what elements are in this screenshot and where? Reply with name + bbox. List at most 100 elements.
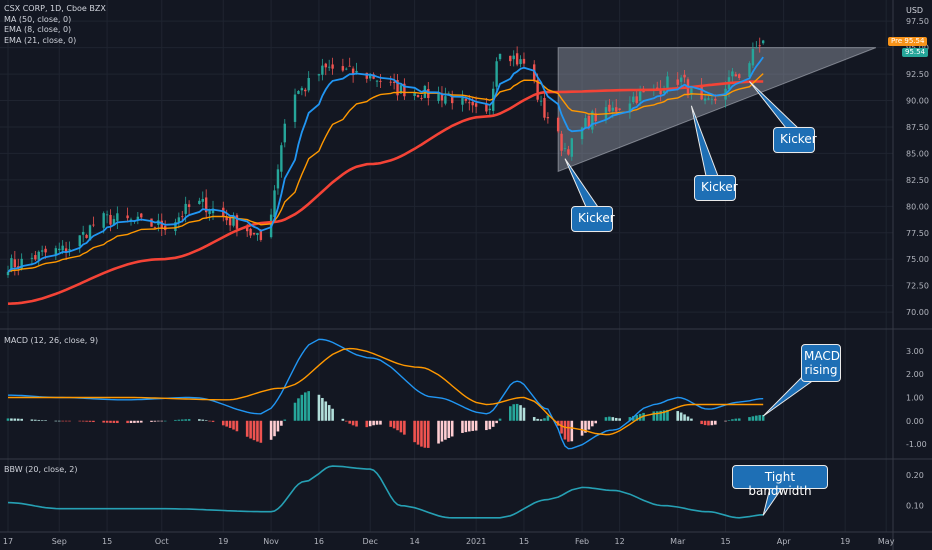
candle-body[interactable] [81, 231, 85, 235]
candle-body[interactable] [293, 94, 297, 122]
candle-body[interactable] [297, 91, 300, 94]
candle-body[interactable] [755, 47, 758, 49]
candle-body[interactable] [379, 80, 382, 82]
candle-body[interactable] [707, 98, 710, 100]
candle-body[interactable] [512, 55, 515, 60]
candle-body[interactable] [321, 65, 324, 75]
candle-body[interactable] [112, 219, 116, 226]
candle-body[interactable] [252, 232, 256, 235]
candle-body[interactable] [440, 93, 444, 101]
candle-body[interactable] [85, 234, 88, 238]
candle-body[interactable] [355, 70, 358, 73]
candle-body[interactable] [92, 224, 95, 226]
candle-body[interactable] [563, 148, 567, 150]
candle-body[interactable] [413, 92, 416, 96]
signal-line[interactable] [8, 347, 764, 436]
candle-body[interactable] [584, 118, 587, 129]
candle-body[interactable] [710, 98, 714, 100]
macd-pane[interactable] [6, 338, 765, 450]
candle-body[interactable] [109, 214, 112, 225]
candle-body[interactable] [204, 197, 208, 213]
candle-body[interactable] [40, 250, 44, 252]
candle-body[interactable] [536, 79, 539, 100]
candle-body[interactable] [423, 85, 427, 98]
candle-body[interactable] [276, 169, 280, 189]
candle-body[interactable] [61, 245, 64, 251]
candle-body[interactable] [751, 48, 755, 66]
candle-body[interactable] [126, 215, 129, 219]
candle-body[interactable] [543, 97, 546, 118]
candle-body[interactable] [136, 216, 140, 221]
candle-body[interactable] [58, 248, 61, 251]
candle-body[interactable] [369, 74, 372, 79]
candle-body[interactable] [68, 249, 71, 251]
candle-body[interactable] [468, 102, 471, 104]
candle-body[interactable] [174, 222, 177, 232]
candle-body[interactable] [259, 230, 263, 240]
candle-body[interactable] [37, 251, 40, 260]
candle-body[interactable] [105, 214, 109, 216]
candle-body[interactable] [160, 220, 163, 228]
candle-body[interactable] [731, 71, 734, 77]
candle-body[interactable] [608, 104, 611, 112]
candle-body[interactable] [389, 81, 392, 83]
candle-body[interactable] [679, 77, 683, 82]
candle-body[interactable] [324, 63, 327, 68]
candle-body[interactable] [184, 203, 187, 214]
candle-body[interactable] [761, 40, 765, 44]
candle-body[interactable] [201, 198, 204, 202]
candle-body[interactable] [348, 65, 351, 67]
candle-body[interactable] [300, 88, 304, 91]
candle-body[interactable] [666, 76, 669, 90]
bbw-pane[interactable] [7, 465, 764, 519]
candle-body[interactable] [331, 64, 334, 69]
candle-body[interactable] [659, 88, 662, 95]
candle-body[interactable] [437, 93, 440, 101]
candle-body[interactable] [345, 68, 348, 70]
candle-body[interactable] [662, 90, 666, 94]
candle-body[interactable] [488, 108, 491, 111]
candle-body[interactable] [471, 101, 474, 106]
candle-body[interactable] [375, 80, 379, 82]
candle-body[interactable] [327, 66, 331, 68]
candle-body[interactable] [464, 98, 468, 101]
candle-body[interactable] [738, 74, 741, 78]
candle-body[interactable] [102, 213, 105, 228]
candle-body[interactable] [748, 63, 751, 77]
candle-body[interactable] [567, 149, 570, 155]
candle-body[interactable] [44, 248, 47, 253]
candle-body[interactable] [351, 68, 355, 75]
candle-body[interactable] [88, 225, 92, 241]
candle-body[interactable] [6, 271, 10, 276]
candle-body[interactable] [522, 58, 526, 64]
ma50-line[interactable] [7, 80, 764, 305]
bbw-line[interactable] [7, 465, 764, 519]
candle-body[interactable] [245, 226, 249, 232]
candle-body[interactable] [225, 217, 228, 221]
candle-body[interactable] [140, 213, 143, 218]
candle-body[interactable] [591, 111, 594, 130]
candle-body[interactable] [181, 216, 184, 218]
candle-body[interactable] [495, 61, 498, 87]
candle-body[interactable] [734, 74, 738, 77]
candle-body[interactable] [580, 127, 584, 140]
candle-body[interactable] [690, 86, 693, 95]
candle-body[interactable] [615, 107, 618, 112]
candle-body[interactable] [10, 258, 13, 271]
candle-body[interactable] [249, 228, 252, 236]
candle-body[interactable] [519, 59, 522, 65]
candle-body[interactable] [64, 248, 68, 254]
candle-body[interactable] [273, 190, 276, 218]
candle-body[interactable] [198, 200, 201, 204]
candle-body[interactable] [54, 248, 58, 256]
candle-body[interactable] [222, 207, 225, 217]
candle-body[interactable] [372, 74, 375, 79]
candle-body[interactable] [78, 235, 81, 247]
candle-body[interactable] [365, 72, 368, 79]
candle-body[interactable] [700, 85, 703, 100]
candle-body[interactable] [570, 138, 574, 157]
candle-body[interactable] [317, 74, 321, 76]
candle-body[interactable] [235, 215, 239, 229]
candle-body[interactable] [683, 74, 686, 78]
